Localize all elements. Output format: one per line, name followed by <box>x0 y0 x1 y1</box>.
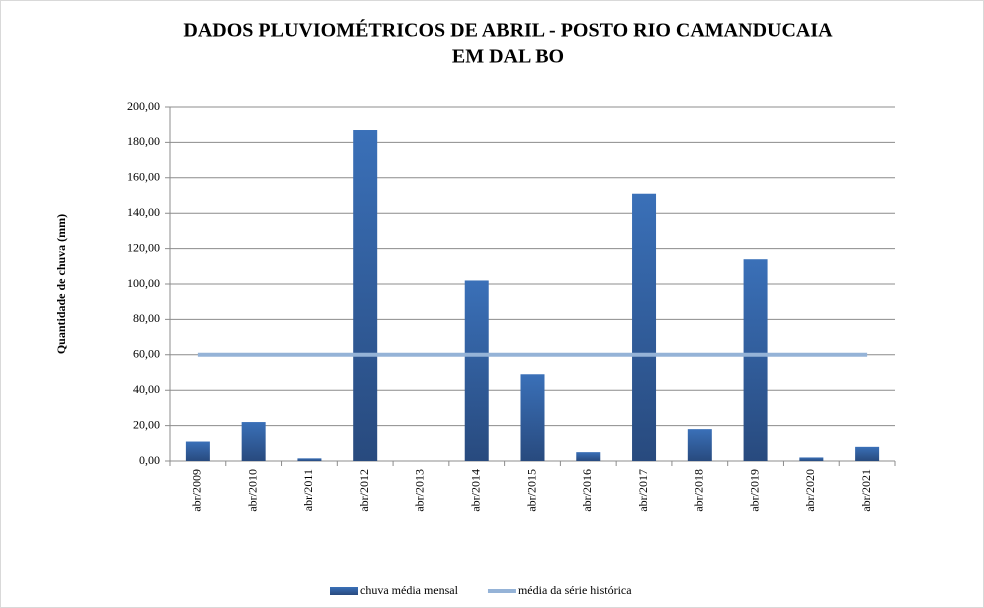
x-tick-label: abr/2015 <box>524 469 538 512</box>
y-tick-label: 200,00 <box>127 99 160 113</box>
bar <box>743 259 768 461</box>
legend-label: média da série histórica <box>518 583 632 597</box>
y-axis-label: Quantidade de chuva (mm) <box>54 214 68 354</box>
bar <box>632 193 657 462</box>
x-tick-label: abr/2020 <box>803 469 817 512</box>
legend-swatch <box>330 587 358 595</box>
bar <box>464 280 489 461</box>
y-tick-label: 40,00 <box>133 382 160 396</box>
x-tick-label: abr/2009 <box>190 469 204 512</box>
bar <box>855 446 880 461</box>
x-tick-label: abr/2010 <box>245 469 259 512</box>
x-tick-label: abr/2018 <box>692 469 706 512</box>
x-tick-label: abr/2021 <box>859 469 873 512</box>
y-tick-label: 0,00 <box>139 453 160 467</box>
x-tick-label: abr/2016 <box>580 469 594 512</box>
legend-label: chuva média mensal <box>360 583 459 597</box>
bar <box>576 452 601 461</box>
bar <box>241 422 266 461</box>
y-tick-label: 80,00 <box>133 311 160 325</box>
y-tick-label: 160,00 <box>127 170 160 184</box>
y-tick-label: 120,00 <box>127 240 160 254</box>
x-tick-label: abr/2017 <box>636 469 650 512</box>
y-tick-label: 20,00 <box>133 417 160 431</box>
y-tick-label: 60,00 <box>133 347 160 361</box>
chart-title: DADOS PLUVIOMÉTRICOS DE ABRIL - POSTO RI… <box>183 19 833 42</box>
bar <box>185 441 210 461</box>
y-tick-label: 180,00 <box>127 134 160 148</box>
bar <box>353 130 378 461</box>
bar <box>687 429 712 461</box>
bar <box>297 458 322 461</box>
bar <box>799 457 824 461</box>
x-tick-label: abr/2011 <box>301 469 315 511</box>
x-tick-label: abr/2012 <box>357 469 371 512</box>
bar <box>520 374 545 461</box>
chart-title: EM DAL BO <box>452 46 564 68</box>
y-tick-label: 140,00 <box>127 205 160 219</box>
x-tick-label: abr/2013 <box>413 469 427 512</box>
x-tick-label: abr/2014 <box>468 469 482 512</box>
x-tick-label: abr/2019 <box>747 469 761 512</box>
y-tick-label: 100,00 <box>127 276 160 290</box>
